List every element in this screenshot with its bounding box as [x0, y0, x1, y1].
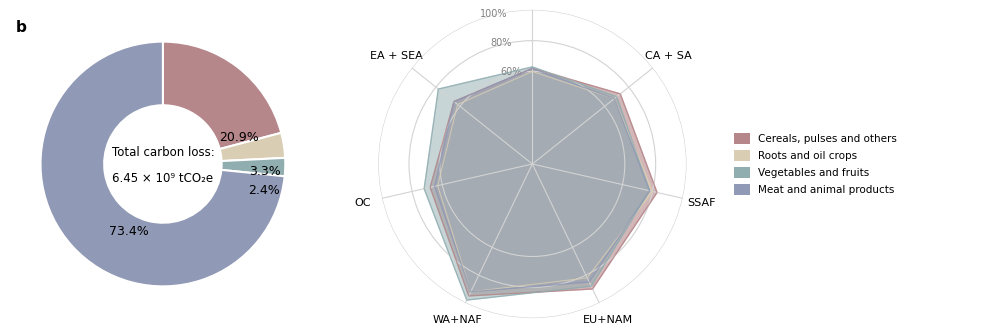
- Wedge shape: [163, 42, 282, 149]
- Text: Total carbon loss:: Total carbon loss:: [111, 147, 214, 159]
- Wedge shape: [41, 42, 285, 286]
- Text: 20.9%: 20.9%: [219, 131, 259, 144]
- Text: 6.45 × 10⁹ tCO₂e: 6.45 × 10⁹ tCO₂e: [112, 172, 213, 185]
- Polygon shape: [434, 69, 650, 292]
- Polygon shape: [425, 67, 650, 300]
- Text: 3.3%: 3.3%: [249, 165, 281, 178]
- Text: 2.4%: 2.4%: [249, 184, 281, 197]
- Text: 73.4%: 73.4%: [109, 225, 149, 238]
- Text: b: b: [16, 20, 27, 35]
- Legend: Cereals, pulses and others, Roots and oil crops, Vegetables and fruits, Meat and: Cereals, pulses and others, Roots and oi…: [730, 129, 902, 199]
- Polygon shape: [437, 72, 653, 292]
- Wedge shape: [221, 158, 286, 176]
- Polygon shape: [431, 69, 657, 296]
- Wedge shape: [219, 133, 285, 161]
